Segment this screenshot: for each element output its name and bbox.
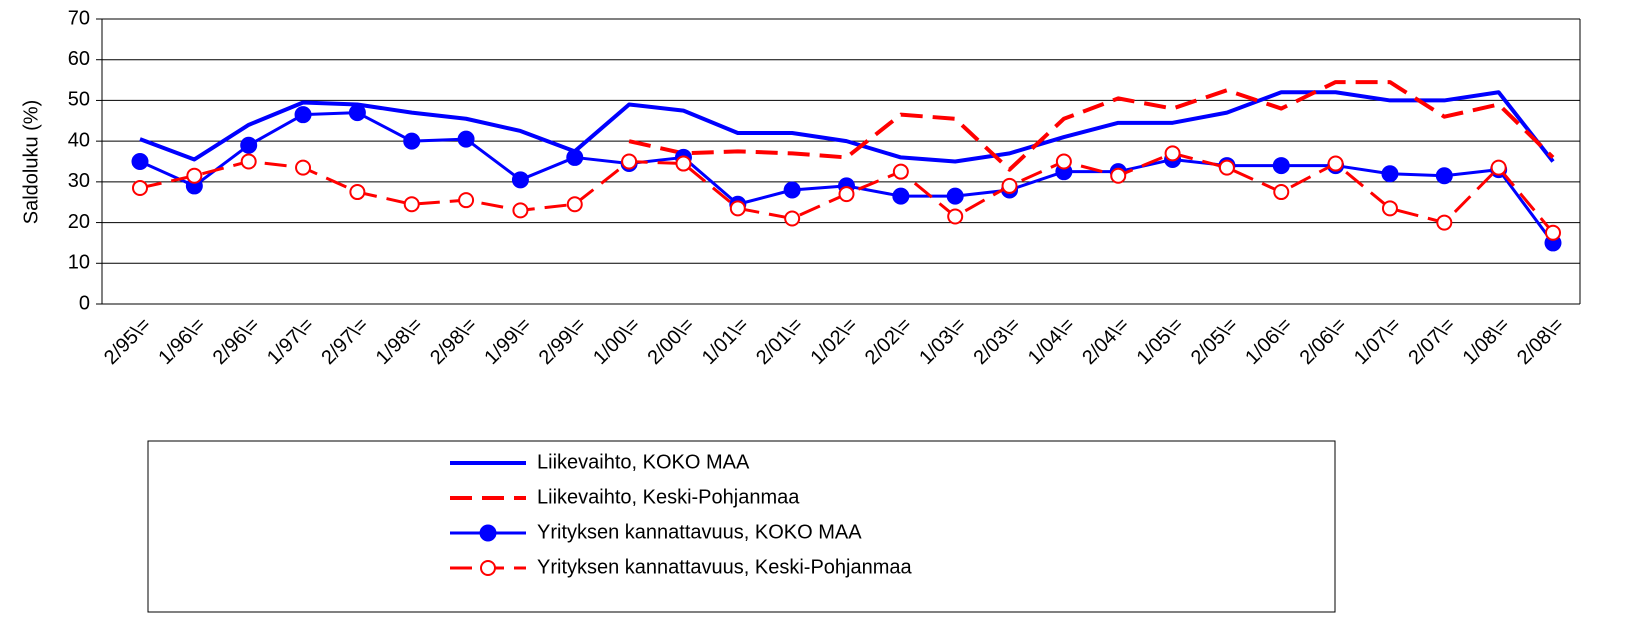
x-tick-label: 2/05\= (1187, 314, 1242, 369)
x-tick-label: 2/98\= (426, 314, 481, 369)
legend-box (147, 440, 1336, 613)
x-tick-label: 1/97\= (263, 314, 318, 369)
marker (295, 159, 312, 176)
marker (240, 136, 258, 154)
marker (511, 171, 529, 189)
legend-marker (479, 524, 497, 542)
x-tick-label: 2/03\= (970, 314, 1025, 369)
marker (947, 208, 964, 225)
marker (784, 210, 801, 227)
y-tick-label: 70 (68, 7, 90, 29)
x-tick-label: 1/08\= (1459, 314, 1514, 369)
marker (892, 187, 910, 205)
marker (783, 181, 801, 199)
x-tick-label: 1/98\= (372, 314, 427, 369)
marker (348, 104, 366, 122)
x-tick-label: 2/95\= (100, 314, 155, 369)
marker (566, 148, 584, 166)
x-tick-label: 2/01\= (752, 314, 807, 369)
series-line (139, 90, 1555, 164)
y-tick-label: 0 (79, 292, 90, 314)
marker (1110, 167, 1127, 184)
x-tick-label: 1/96\= (154, 314, 209, 369)
x-tick-label: 2/97\= (317, 314, 372, 369)
marker (675, 155, 692, 172)
marker (1327, 155, 1344, 172)
marker (186, 167, 203, 184)
x-tick-label: 1/05\= (1133, 314, 1188, 369)
x-tick-label: 1/00\= (589, 314, 644, 369)
y-axis-title: Saldoluku (%) (20, 100, 42, 225)
marker (294, 106, 312, 124)
x-tick-label: 1/04\= (1024, 314, 1079, 369)
marker (1381, 165, 1399, 183)
x-tick-label: 2/04\= (1078, 314, 1133, 369)
marker (1001, 177, 1018, 194)
x-tick-label: 2/99\= (535, 314, 590, 369)
marker (131, 153, 149, 170)
marker (132, 179, 148, 196)
x-tick-label: 1/07\= (1350, 314, 1405, 369)
x-tick-label: 1/06\= (1241, 314, 1296, 369)
marker (403, 132, 421, 150)
legend-label: Liikevaihto, KOKO MAA (537, 451, 750, 473)
marker (457, 130, 475, 148)
marker (458, 192, 475, 209)
x-tick-label: 2/07\= (1404, 314, 1459, 369)
x-tick-label: 2/02\= (861, 314, 916, 369)
y-tick-label: 10 (68, 252, 90, 274)
marker (512, 202, 529, 219)
x-tick-label: 2/06\= (1296, 314, 1351, 369)
x-tick-label: 1/99\= (480, 314, 535, 369)
x-tick-label: 1/01\= (698, 314, 753, 369)
marker (838, 186, 855, 203)
marker (1545, 224, 1561, 241)
legend-marker (480, 560, 496, 576)
marker (1164, 145, 1181, 162)
y-tick-label: 40 (68, 129, 90, 151)
x-tick-label: 2/96\= (209, 314, 264, 369)
marker (1055, 153, 1072, 170)
marker (892, 163, 909, 180)
legend-label: Liikevaihto, Keski-Pohjanmaa (537, 486, 800, 508)
x-tick-label: 2/00\= (643, 314, 698, 369)
x-tick-label: 1/02\= (806, 314, 861, 369)
x-tick-label: 1/03\= (915, 314, 970, 369)
legend-label: Yrityksen kannattavuus, KOKO MAA (537, 521, 862, 543)
marker (240, 153, 257, 170)
marker (946, 187, 964, 205)
series-line (628, 80, 1555, 172)
marker (1273, 184, 1290, 201)
marker (566, 196, 583, 213)
y-tick-label: 20 (68, 211, 90, 233)
marker (1218, 159, 1235, 176)
y-tick-label: 30 (68, 170, 90, 192)
y-tick-label: 60 (68, 48, 90, 70)
marker (403, 196, 420, 213)
x-tick-label: 2/08\= (1513, 314, 1568, 369)
marker (1381, 200, 1398, 217)
y-tick-label: 50 (68, 89, 90, 111)
marker (1436, 214, 1453, 231)
legend-label: Yrityksen kannattavuus, Keski-Pohjanmaa (537, 556, 913, 578)
marker (1435, 167, 1453, 185)
marker (1272, 157, 1290, 175)
marker (621, 153, 638, 170)
marker (349, 184, 366, 201)
marker (729, 200, 746, 217)
marker (1490, 159, 1507, 176)
